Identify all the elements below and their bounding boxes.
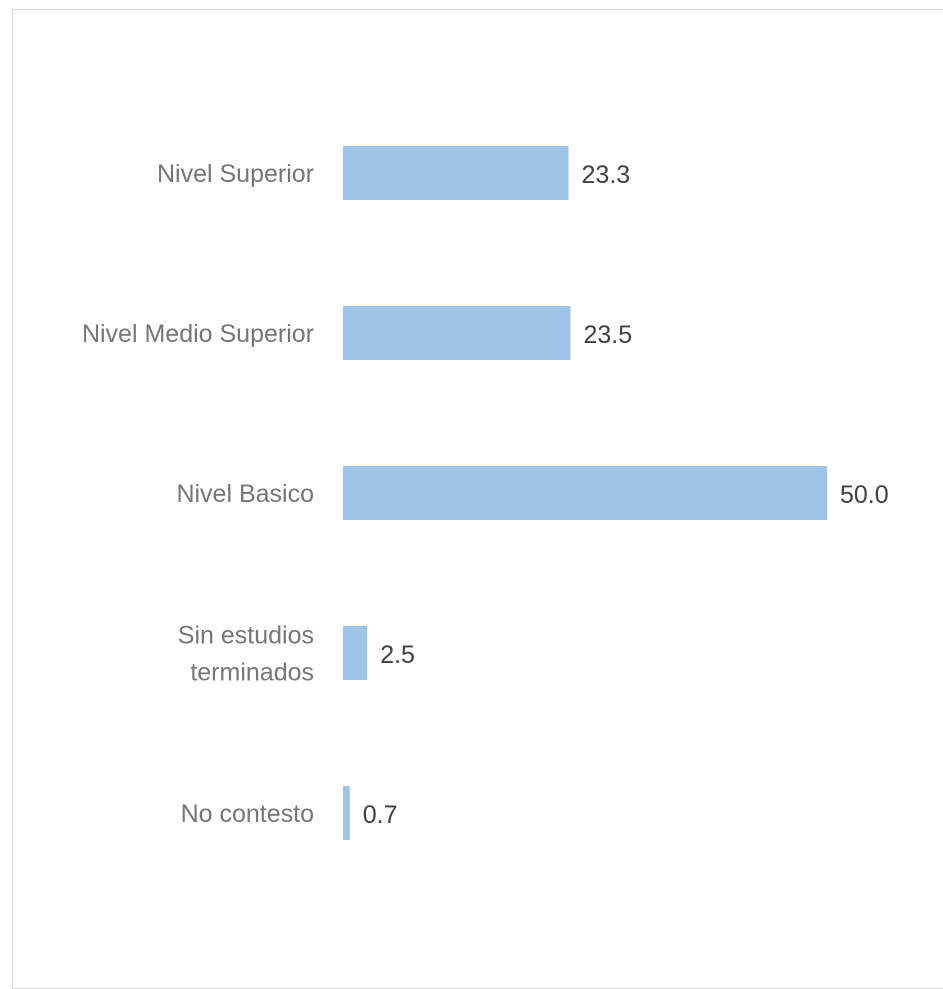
bar-3 bbox=[343, 626, 368, 680]
value-label-2: 50.0 bbox=[840, 481, 889, 509]
category-label-4: No contesto bbox=[181, 800, 314, 828]
bar-4 bbox=[343, 786, 350, 840]
bar-1 bbox=[343, 306, 571, 360]
value-label-4: 0.7 bbox=[363, 801, 398, 829]
value-label-1: 23.5 bbox=[583, 321, 632, 349]
bar-0 bbox=[343, 146, 569, 200]
category-label-3: Sin estudios terminados bbox=[178, 622, 314, 687]
category-label-1: Nivel Medio Superior bbox=[82, 320, 314, 348]
category-label-2: Nivel Basico bbox=[176, 480, 314, 508]
value-label-0: 23.3 bbox=[582, 161, 631, 189]
category-label-0: Nivel Superior bbox=[157, 160, 314, 188]
value-label-3: 2.5 bbox=[380, 641, 415, 669]
bar-2 bbox=[343, 466, 827, 520]
